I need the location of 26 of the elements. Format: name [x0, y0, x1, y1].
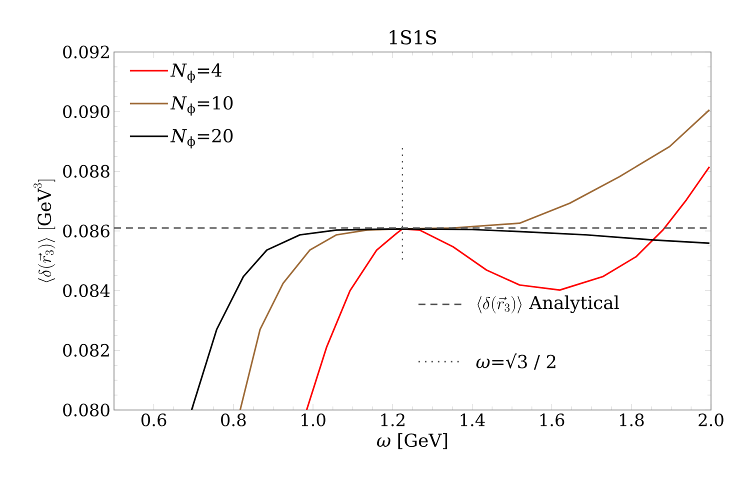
x-tick-label: 1.6	[540, 413, 564, 426]
legend-label: N$_{ϕ}$=10	[170, 96, 233, 116]
x-tick-label: 1.4	[460, 413, 485, 426]
x-tick-label: 2.0	[698, 413, 724, 426]
line-series	[190, 228, 710, 410]
y-tick-label: 0.082	[63, 344, 109, 357]
y-tick-label: 0.088	[63, 164, 110, 178]
x-tick-label: 1.2	[381, 413, 404, 426]
legend-label: ω=√3 / 2	[476, 354, 556, 370]
y-axis-title: $\langle\delta(\vec{r}_3)\rangle\ [\mathrm{GeV}^3]$	[34, 180, 56, 282]
legend-label: N$_{ϕ}$=20	[170, 128, 233, 148]
y-tick-label: 0.090	[63, 105, 110, 118]
legend-label: $\langle\delta(\vec{r}_3)\rangle\ \mathrm{Analytical}$	[478, 295, 620, 314]
x-tick-label: 0.8	[221, 413, 246, 426]
line-series	[306, 166, 710, 410]
chart-title: 1S1S	[390, 30, 436, 44]
x-tick-label: 0.6	[141, 413, 166, 426]
line-series	[239, 109, 710, 410]
y-tick-label: 0.084	[63, 284, 110, 298]
x-tick-label: 1.0	[302, 413, 326, 426]
x-tick-label: 1.8	[620, 413, 644, 426]
y-tick-label: 0.080	[63, 404, 110, 416]
y-tick-label: 0.092	[63, 46, 109, 58]
y-tick-label: 0.086	[63, 224, 110, 238]
x-axis-title: ω [GeV]	[376, 433, 448, 450]
legend-label: N$_{ϕ}$=4	[170, 63, 222, 83]
